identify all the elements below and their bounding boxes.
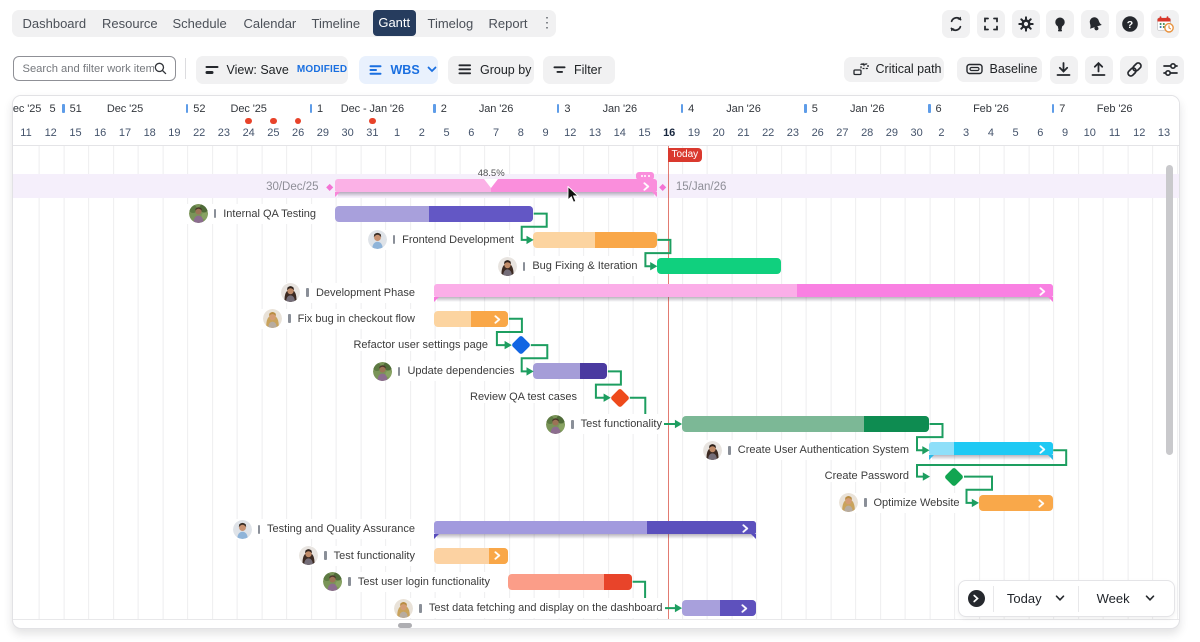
svg-text:?: ? (1126, 19, 1132, 31)
